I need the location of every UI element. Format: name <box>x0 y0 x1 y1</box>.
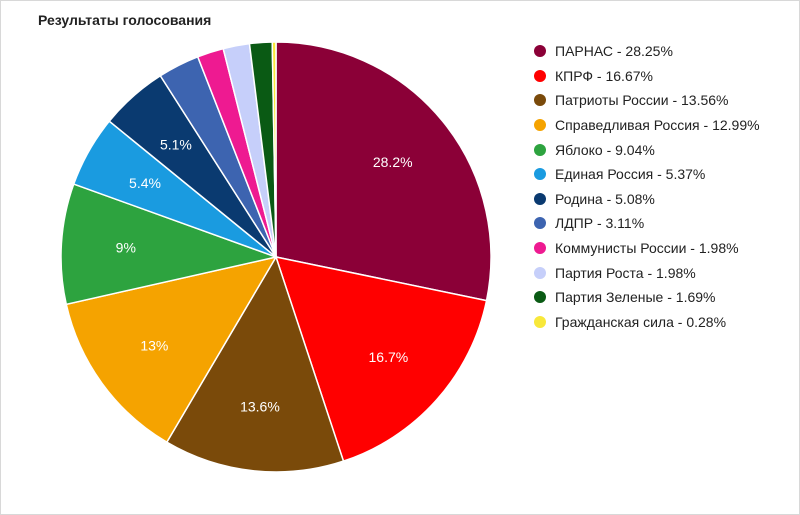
legend-item: Справедливая Россия - 12.99% <box>534 113 760 138</box>
legend-item: КПРФ - 16.67% <box>534 64 760 89</box>
legend-item: ЛДПР - 3.11% <box>534 211 760 236</box>
legend-item: Партия Зеленые - 1.69% <box>534 285 760 310</box>
slice-label-2: 16.7% <box>369 349 409 365</box>
legend-label: Яблоко - 9.04% <box>555 141 655 158</box>
legend-item: Единая Россия - 5.37% <box>534 162 760 187</box>
legend-marker-icon <box>534 69 546 82</box>
pie-slice-1 <box>275 41 492 302</box>
legend-label: КПРФ - 16.67% <box>555 67 653 84</box>
slice-label-5: 9% <box>116 240 136 256</box>
legend-item: Родина - 5.08% <box>534 187 760 212</box>
slice-label-6: 5.4% <box>129 175 161 191</box>
legend-marker-icon <box>534 217 546 230</box>
legend-marker-icon <box>534 315 546 328</box>
legend-marker-icon <box>534 94 546 107</box>
legend-item: Патриоты России - 13.56% <box>534 88 760 113</box>
legend-item: Партия Роста - 1.98% <box>534 260 760 285</box>
legend-marker-icon <box>534 168 546 181</box>
legend-marker-icon <box>534 266 546 279</box>
chart-legend: ПАРНАС - 28.25% КПРФ - 16.67% Патриоты Рос… <box>534 39 760 334</box>
legend-label: Патриоты России - 13.56% <box>555 92 729 109</box>
legend-label: ПАРНАС - 28.25% <box>555 43 673 60</box>
pie-slice-4 <box>65 255 278 444</box>
legend-label: Партия Зеленые - 1.69% <box>555 289 716 306</box>
legend-item: Коммунисты России - 1.98% <box>534 236 760 261</box>
legend-marker-icon <box>534 143 546 156</box>
slice-label-4: 13% <box>140 338 168 354</box>
legend-label: Родина - 5.08% <box>555 190 655 207</box>
slice-label-7: 5.1% <box>160 137 192 153</box>
pie-slice-5 <box>60 183 279 306</box>
legend-marker-icon <box>534 119 546 132</box>
legend-label: Партия Роста - 1.98% <box>555 264 696 281</box>
legend-label: Единая Россия - 5.37% <box>555 166 706 183</box>
legend-item: Гражданская сила - 0.28% <box>534 310 760 335</box>
legend-label: Справедливая Россия - 12.99% <box>555 117 760 134</box>
legend-marker-icon <box>534 192 546 205</box>
slice-label-3: 13.6% <box>240 399 280 415</box>
pie-slice-12 <box>271 41 277 258</box>
legend-label: ЛДПР - 3.11% <box>555 215 645 232</box>
legend-label: Гражданская сила - 0.28% <box>555 313 727 330</box>
legend-item: ПАРНАС - 28.25% <box>534 39 760 64</box>
legend-marker-icon <box>534 291 546 304</box>
slice-label-1: 28.2% <box>373 154 413 170</box>
legend-label: Коммунисты России - 1.98% <box>555 240 739 257</box>
chart-title: Результаты голосования <box>38 12 212 28</box>
legend-marker-icon <box>534 242 546 255</box>
pie-slice-3 <box>165 255 345 473</box>
pie-slice-2 <box>274 256 488 463</box>
legend-item: Яблоко - 9.04% <box>534 137 760 162</box>
legend-marker-icon <box>534 45 546 58</box>
